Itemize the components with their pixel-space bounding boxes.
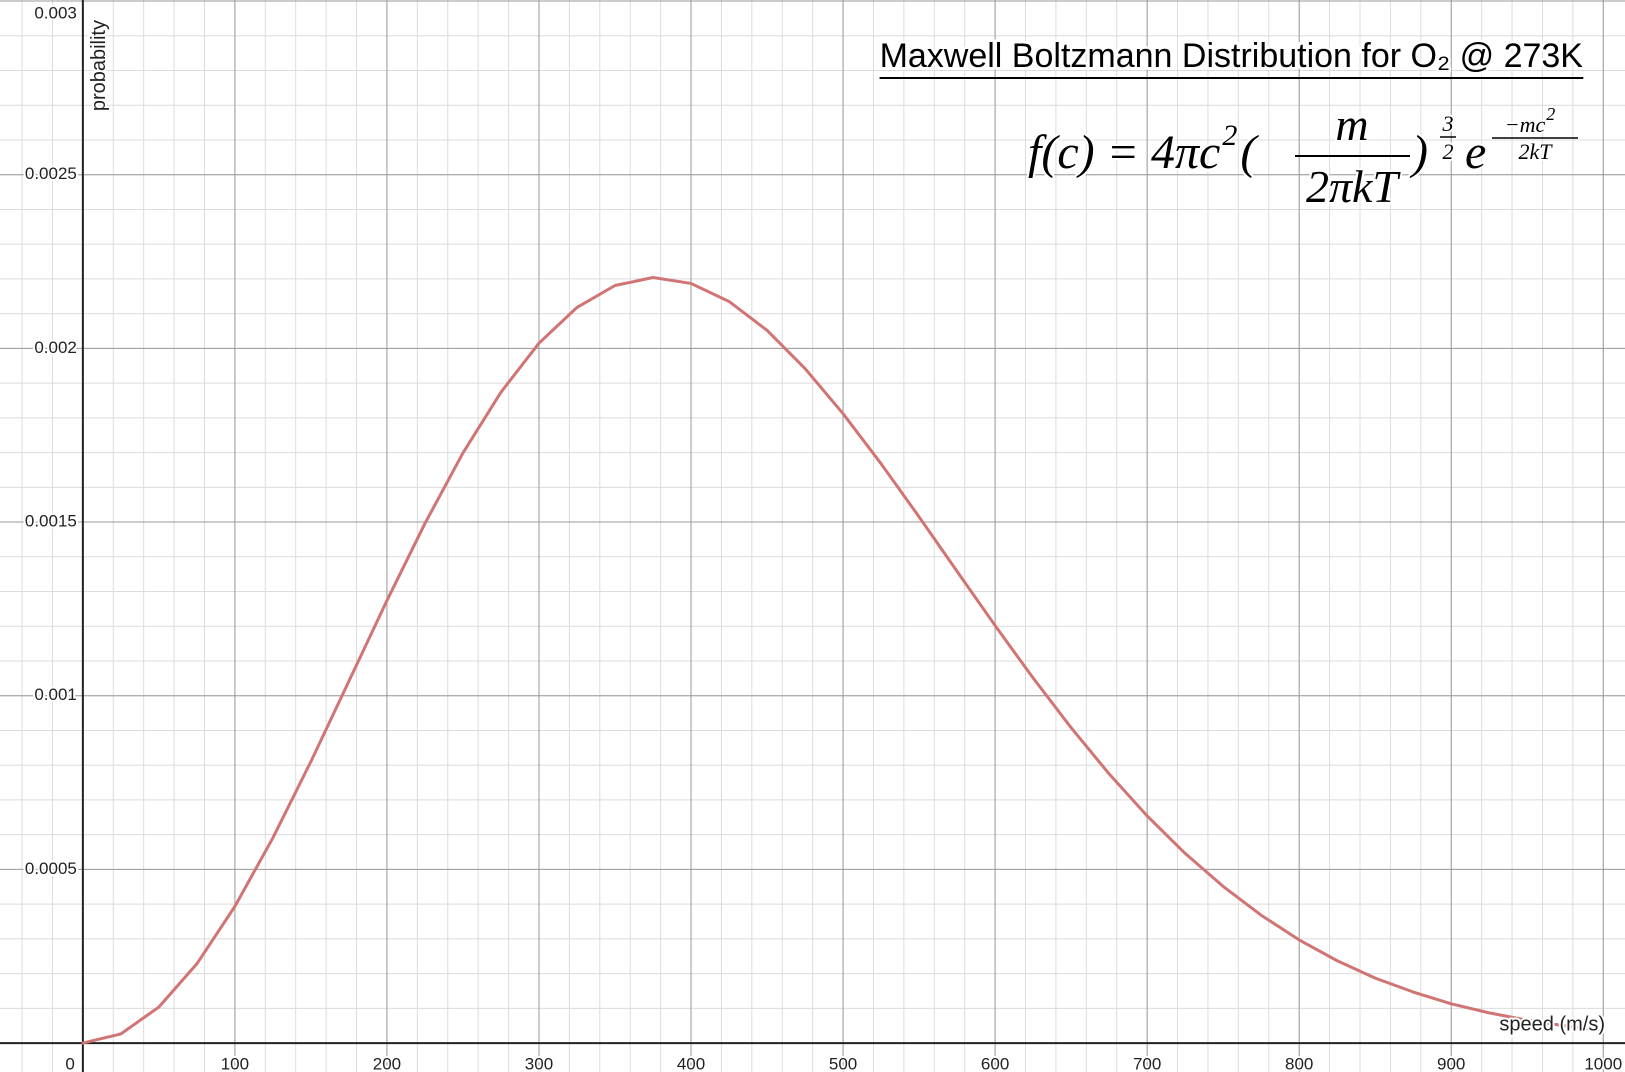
x-tick-label: 800: [1285, 1055, 1313, 1072]
plot: [81, 276, 1605, 1045]
formula-base: e: [1465, 126, 1486, 179]
x-tick-label: 300: [525, 1055, 553, 1072]
y-tick-label: 0.001: [34, 685, 77, 704]
y-tick-label: 0.0005: [25, 859, 77, 878]
formula-paren: (: [1240, 126, 1259, 179]
x-tick-label: 900: [1437, 1055, 1465, 1072]
formula-denominator: 2πkT: [1306, 161, 1401, 212]
y-tick-label: 0.0025: [25, 164, 77, 183]
y-axis-label: probability: [88, 20, 110, 111]
formula-exp-denominator: 2kT: [1519, 139, 1554, 164]
x-tick-label: 400: [677, 1055, 705, 1072]
y-tick-label: 0.0015: [25, 512, 77, 531]
chart-title: Maxwell Boltzmann Distribution for O₂ @ …: [880, 37, 1584, 75]
x-axis-label: speed (m/s): [1499, 1013, 1605, 1035]
x-tick-label: 100: [221, 1055, 249, 1072]
curve: [81, 276, 1605, 1045]
formula-exponent: 2: [1222, 119, 1237, 152]
x-tick-label: 500: [829, 1055, 857, 1072]
formula-power-denominator: 2: [1443, 139, 1454, 164]
formula-paren: ): [1409, 126, 1428, 179]
labels: 0 100 200 300 400 500 600 700 800 900 1000 0.0005 0.…: [23, 1, 1624, 1072]
formula-exp-numerator: −mc: [1505, 112, 1546, 137]
x-tick-label: 0: [65, 1055, 74, 1072]
y-tick-label: 0.002: [34, 338, 77, 357]
x-tick-label: 700: [1133, 1055, 1161, 1072]
x-tick-label: 1000: [1584, 1055, 1622, 1072]
x-tick-label: 600: [981, 1055, 1009, 1072]
formula-text: f(c) = 4πc: [1028, 126, 1220, 179]
y-tick-label: 0.003: [34, 3, 77, 22]
formula-exp-superscript: 2: [1546, 104, 1555, 124]
formula-power-numerator: 3: [1442, 111, 1454, 136]
formula-numerator: m: [1335, 99, 1368, 150]
x-tick-label: 200: [373, 1055, 401, 1072]
